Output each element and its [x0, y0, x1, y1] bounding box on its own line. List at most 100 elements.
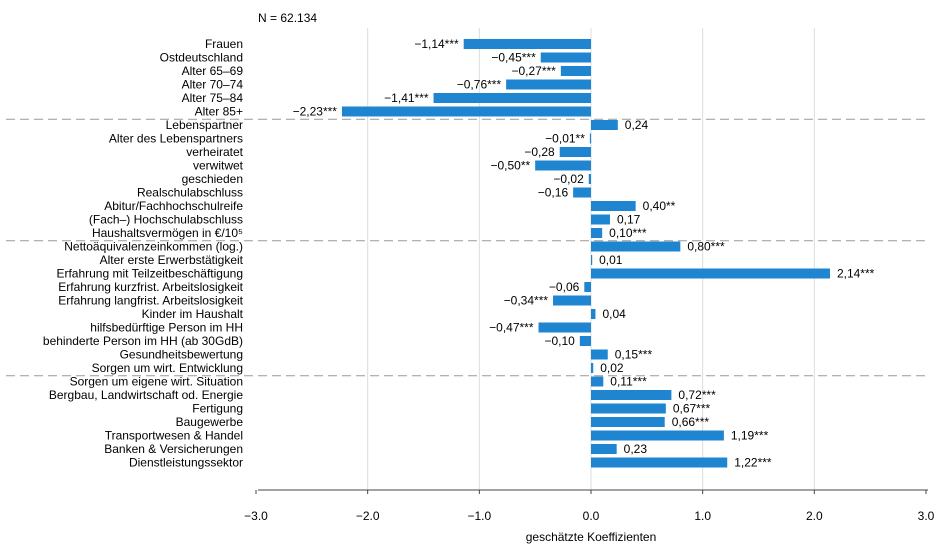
- category-label: Alter erste Erwerbstätigkeit: [100, 253, 244, 267]
- bar: [591, 417, 665, 427]
- category-label: Alter 85+: [195, 105, 243, 119]
- x-axis-tick-labels: −3.0 −2.0 −1.0 0.0 1.0 2.0 3.0: [244, 490, 935, 523]
- bar: [591, 430, 724, 441]
- value-label: 0,80***: [687, 240, 725, 254]
- bar: [591, 268, 830, 279]
- bar: [591, 349, 608, 360]
- category-label: Haushaltsvermögen in €/10⁵: [92, 226, 243, 240]
- bar: [559, 147, 591, 157]
- bar: [540, 52, 591, 63]
- category-label: behinderte Person im HH (ab 30GdB): [43, 334, 243, 348]
- bar: [591, 444, 617, 454]
- category-label: geschieden: [182, 172, 243, 186]
- category-label: Banken & Versicherungen: [104, 442, 243, 456]
- value-label: 0,72***: [678, 388, 716, 402]
- x-tick-label: 3.0: [918, 509, 935, 523]
- category-label: Alter des Lebenspartners: [109, 132, 243, 146]
- x-tick-label: −1.0: [467, 509, 491, 523]
- x-tick-label: 2.0: [806, 509, 823, 523]
- value-label: 0,24: [625, 118, 649, 132]
- category-label: Bergbau, Landwirtschaft od. Energie: [49, 388, 243, 402]
- bar: [560, 66, 591, 76]
- value-label: 1,22***: [734, 456, 772, 470]
- value-label: 0,11***: [610, 375, 647, 389]
- bar: [589, 133, 592, 144]
- bar: [506, 79, 591, 90]
- bar: [591, 376, 604, 387]
- value-label: 0,67***: [673, 402, 711, 416]
- value-label: 0,23: [624, 442, 648, 456]
- category-label: Alter 70–74: [182, 78, 244, 92]
- bar: [591, 228, 603, 238]
- value-label: −1,14***: [414, 37, 459, 51]
- value-label: 0,10***: [609, 226, 647, 240]
- bar: [588, 174, 591, 184]
- value-label: −0,34***: [504, 294, 549, 308]
- value-label: −0,50**: [490, 159, 530, 173]
- value-label: 0,15***: [615, 348, 653, 362]
- bar: [579, 336, 591, 346]
- value-label: 0,02: [600, 361, 624, 375]
- value-label: 1,19***: [731, 429, 769, 443]
- bar: [535, 160, 591, 171]
- category-label: hilfsbedürftige Person im HH: [90, 321, 243, 335]
- bar: [591, 457, 728, 468]
- value-label: −2,23***: [293, 105, 338, 119]
- category-label: Erfahrung mit Teilzeitbeschäftigung: [56, 267, 243, 281]
- bar: [463, 39, 591, 49]
- category-label: Sorgen um wirt. Entwicklung: [92, 361, 243, 375]
- category-label: Kinder im Haushalt: [142, 307, 244, 321]
- bars-group: [341, 39, 830, 468]
- category-label: Erfahrung langfrist. Arbeitslosigkeit: [58, 294, 243, 308]
- value-labels: −1,14*** −0,45***−0,27*** −0,76*** −1,41***…: [293, 37, 875, 470]
- category-label: Nettoäquivalenzeinkommen (log.): [64, 240, 243, 254]
- category-label: Frauen: [205, 37, 243, 51]
- bar: [584, 282, 591, 292]
- category-label: Abitur/Fachhochschulreife: [104, 199, 243, 213]
- x-tick-label: −2.0: [356, 509, 380, 523]
- category-label: Dienstleistungssektor: [129, 456, 243, 470]
- value-label: −0,02: [553, 172, 584, 186]
- x-tick-label: 0.0: [583, 509, 600, 523]
- bar: [591, 309, 596, 319]
- value-label: 2,14***: [837, 267, 875, 281]
- bar: [591, 363, 594, 373]
- category-label: Alter 75–84: [182, 91, 244, 105]
- value-label: 0,17: [617, 213, 641, 227]
- x-tick-label: 1.0: [694, 509, 711, 523]
- category-label: Lebenspartner: [166, 118, 243, 132]
- value-label: 0,40**: [643, 199, 676, 213]
- value-label: 0,04: [602, 307, 626, 321]
- category-label: Realschulabschluss: [137, 186, 243, 200]
- bar: [591, 403, 666, 414]
- bar: [553, 295, 591, 306]
- x-axis-title: geschätzte Koeffizienten: [526, 530, 657, 544]
- bar: [341, 106, 591, 117]
- value-label: −0,27***: [511, 64, 556, 78]
- category-label: Fertigung: [192, 402, 243, 416]
- category-label: verheiratet: [186, 145, 243, 159]
- value-label: −0,28: [524, 145, 555, 159]
- value-label: −0,47***: [489, 321, 534, 335]
- bar: [591, 201, 636, 211]
- value-label: 0,66***: [672, 415, 710, 429]
- category-label: Alter 65–69: [182, 64, 244, 78]
- bar: [591, 120, 618, 130]
- category-label: Baugewerbe: [176, 415, 244, 429]
- bar: [538, 322, 591, 333]
- category-label: Transportwesen & Handel: [105, 429, 243, 443]
- category-label: Gesundheitsbewertung: [120, 348, 243, 362]
- bar: [573, 187, 591, 198]
- category-label: (Fach–) Hochschulabschluss: [89, 213, 243, 227]
- bar: [433, 93, 591, 103]
- value-label: −0,45***: [491, 51, 536, 65]
- value-label: 0,01: [599, 253, 623, 267]
- bar: [591, 255, 593, 265]
- value-label: −0,76***: [457, 78, 502, 92]
- bar: [591, 214, 610, 225]
- category-label: verwitwet: [193, 159, 244, 173]
- value-label: −0,10: [544, 334, 575, 348]
- x-tick-label: −3.0: [244, 509, 268, 523]
- category-label: Ostdeutschland: [160, 51, 243, 65]
